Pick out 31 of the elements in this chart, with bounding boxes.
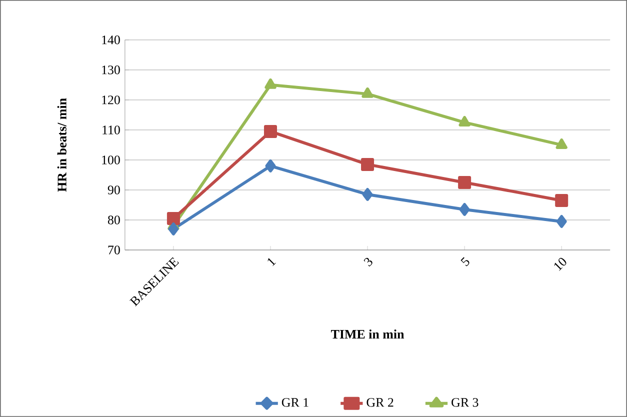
x-tick-label: 1 <box>268 258 276 266</box>
y-tick-label: 100 <box>102 156 120 164</box>
point <box>361 158 374 171</box>
legend-label: GR 1 <box>282 398 308 407</box>
y-tick-label: 120 <box>102 96 120 104</box>
point <box>264 78 276 89</box>
point <box>168 222 179 236</box>
x-axis-title: TIME in min <box>331 330 404 339</box>
point <box>458 116 470 126</box>
y-tick-label: 110 <box>102 126 120 134</box>
y-tick-label: 140 <box>102 36 120 44</box>
y-tick-label: 80 <box>108 216 120 224</box>
point <box>556 215 567 228</box>
point <box>166 212 180 226</box>
point <box>555 194 568 207</box>
point <box>556 138 568 149</box>
point <box>362 87 374 98</box>
legend-label: GR 3 <box>452 398 478 407</box>
x-tick-label: 5 <box>460 257 470 266</box>
point <box>459 203 470 216</box>
legend-label: GR 2 <box>366 398 394 407</box>
x-tick-label: 3 <box>364 258 372 266</box>
y-tick-label: 130 <box>102 66 120 74</box>
point <box>264 124 277 138</box>
y-tick-label: 90 <box>108 186 120 194</box>
y-tick-label: 70 <box>108 246 120 254</box>
point <box>458 176 472 189</box>
x-tick-label: 10 <box>554 258 566 271</box>
point <box>362 188 373 201</box>
y-axis-title: HR in beats/ min <box>57 98 66 192</box>
point <box>265 159 276 172</box>
